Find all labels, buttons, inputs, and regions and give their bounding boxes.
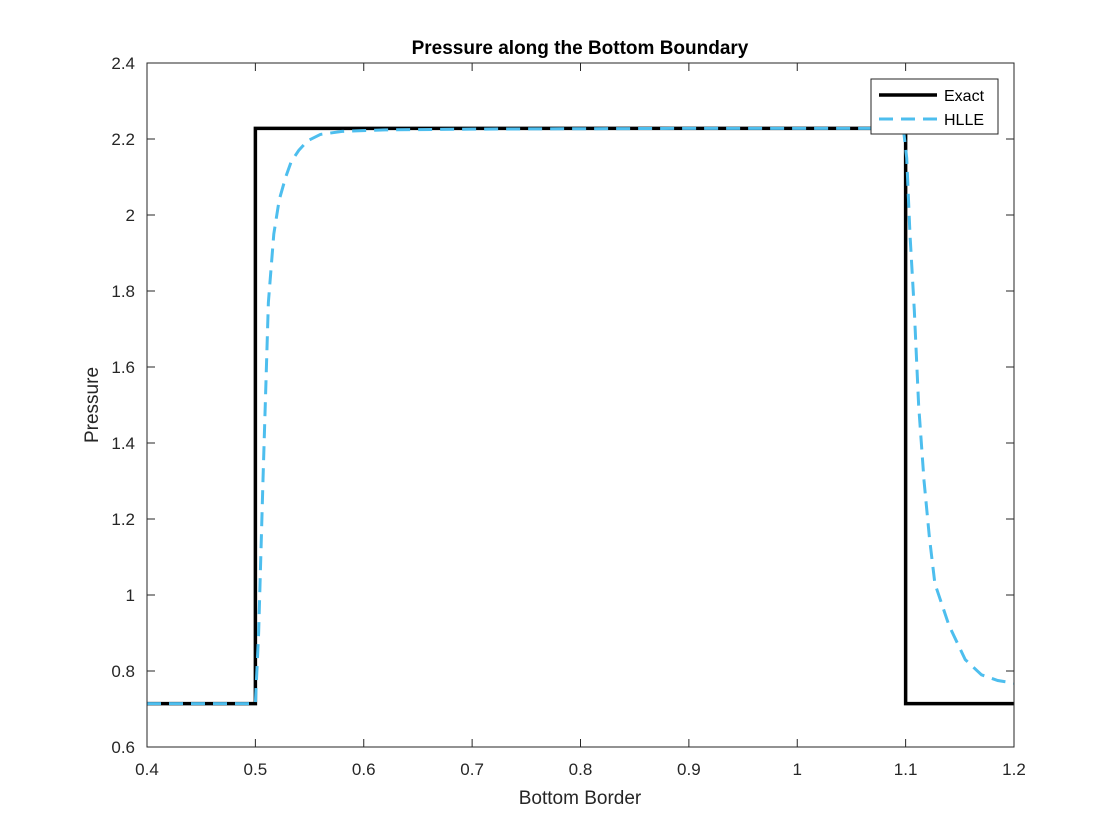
x-tick-label: 0.5: [244, 760, 268, 779]
y-tick-label: 0.6: [111, 738, 135, 757]
plot-frame: [146, 62, 1015, 748]
x-tick-label: 1.1: [894, 760, 918, 779]
x-tick-label: 0.6: [352, 760, 376, 779]
x-tick-label: 0.4: [135, 760, 159, 779]
x-tick-label: 0.8: [569, 760, 593, 779]
legend: Exact HLLE: [870, 78, 999, 135]
legend-label-hlle: HLLE: [944, 112, 984, 129]
y-tick-label: 2.4: [111, 54, 135, 73]
x-axis-label: Bottom Border: [519, 788, 642, 809]
legend-label-exact: Exact: [944, 88, 985, 105]
y-tick-label: 2: [126, 206, 135, 225]
y-tick-label: 1.2: [111, 510, 135, 529]
y-tick-label: 2.2: [111, 130, 135, 149]
y-axis-label: Pressure: [82, 367, 103, 443]
y-tick-label: 1.4: [111, 434, 135, 453]
x-tick-label: 1: [793, 760, 802, 779]
y-tick-label: 0.8: [111, 662, 135, 681]
series-layer: [147, 126, 1015, 706]
y-tick-label: 1.6: [111, 358, 135, 377]
ticks-layer: 0.4 0.5 0.6 0.7 0.8 0.9 1 1.1 1.2 0.6 0.8 1 1.2 1.4 1.…: [111, 54, 1025, 779]
x-tick-label: 0.7: [460, 760, 484, 779]
x-tick-label: 0.9: [677, 760, 701, 779]
legend-box: [870, 78, 999, 135]
y-tick-label: 1.8: [111, 282, 135, 301]
y-tick-label: 1: [126, 586, 135, 605]
x-tick-label: 1.2: [1002, 760, 1026, 779]
chart-title: Pressure along the Bottom Boundary: [412, 38, 749, 59]
series-line-hlle: [147, 126, 1015, 706]
plot-background: [147, 63, 1014, 747]
